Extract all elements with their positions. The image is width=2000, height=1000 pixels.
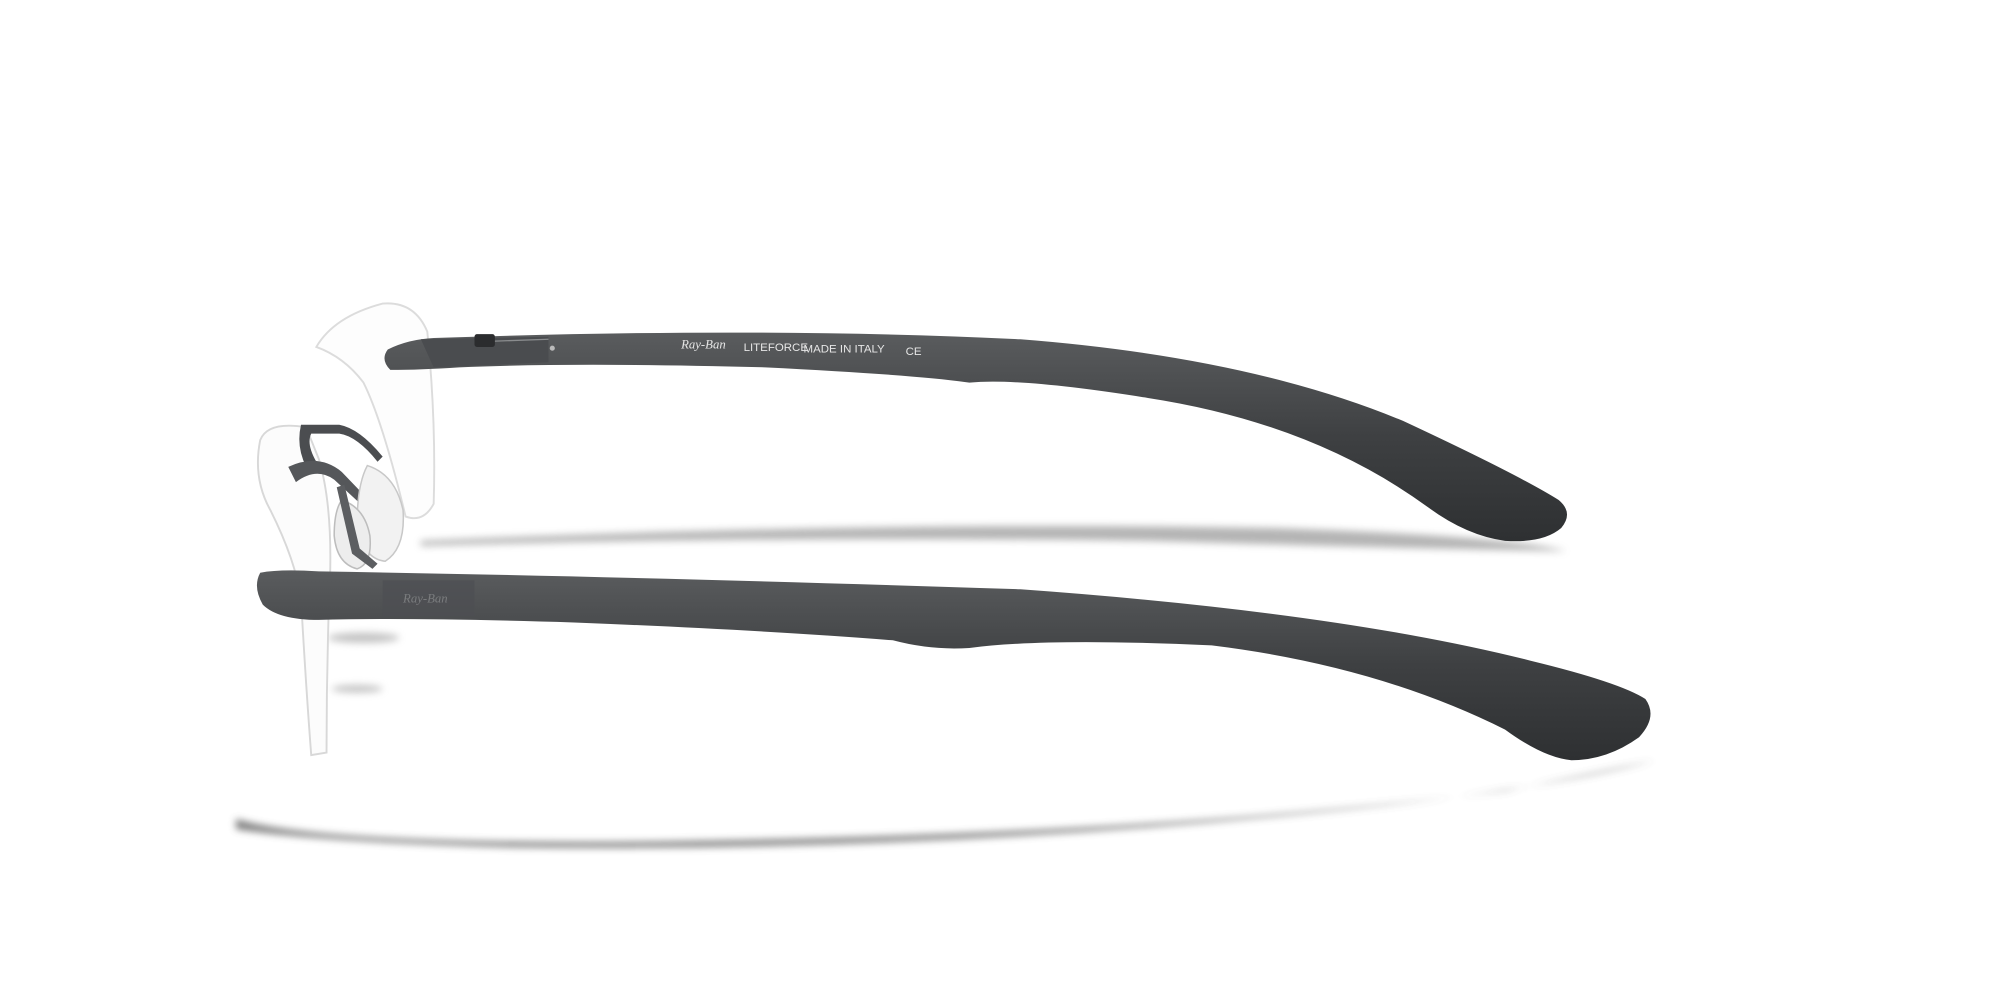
ce-mark: CE: [906, 346, 922, 358]
bridge: [288, 460, 373, 511]
shadow: [420, 525, 1567, 552]
rivet: [549, 345, 555, 351]
temple: [384, 332, 1568, 542]
hinge: [420, 336, 549, 368]
origin-label: MADE IN ITALY: [804, 344, 885, 356]
temple: [256, 570, 1651, 761]
brand-logo: Ray-Ban: [680, 338, 726, 352]
shadow: [235, 760, 1656, 848]
shadow: [331, 684, 383, 693]
brand-logo: Ray-Ban: [402, 591, 448, 605]
temple-plate: [382, 580, 475, 617]
pad-arm: [336, 484, 378, 569]
model-name: LITEFORCE: [744, 342, 809, 354]
hinge-screw: [474, 334, 495, 347]
shadow: [327, 632, 400, 643]
